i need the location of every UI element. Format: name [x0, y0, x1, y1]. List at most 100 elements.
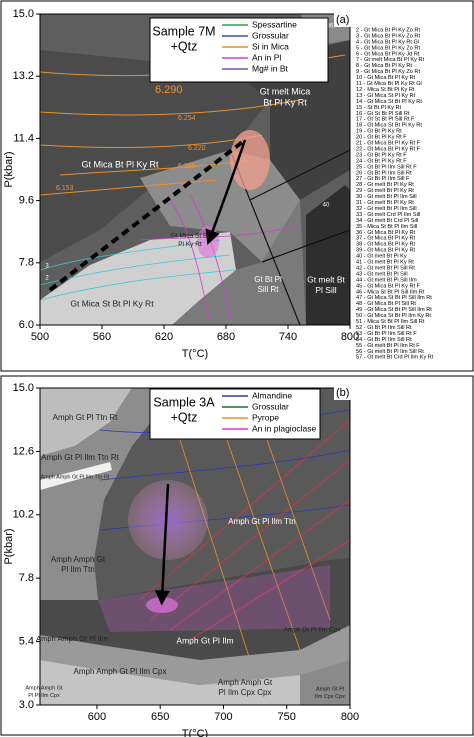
assemblage-entry: 12 - Mica St Bt Pl Ky Rt: [356, 87, 415, 93]
assemblage-entry: 3 - Gt Mica Bt Pl Ky Zo Rt: [356, 33, 420, 39]
pt-field: [98, 565, 330, 632]
pt-path: [48, 138, 247, 292]
y-tick-label: 7.8: [19, 257, 34, 269]
field-label: Gt Mica St Bt: [171, 233, 209, 240]
pt-estimate: [146, 597, 178, 613]
field-label: Amph Gt Pl Ilm Ttn: [228, 517, 295, 526]
field-label: Amph Amph Gt: [25, 685, 63, 691]
pt-path: [154, 483, 170, 606]
field-label: Pl Ky Rt: [178, 241, 202, 248]
assemblage-entry: 9 - Gt Mica Bt Pl Ky Zo Rt: [356, 69, 420, 75]
legend-label: Si in Mica: [252, 41, 289, 51]
assemblage-entry: 13 - Gt Mica St Pl Ky Rt: [356, 93, 416, 99]
legend-label: Pyrope: [252, 412, 279, 422]
assemblage-entry: 39 - Gt Mica Bt Pl Ky Rt: [356, 248, 416, 254]
isopleth: [179, 419, 331, 661]
field: [306, 185, 350, 325]
assemblage-entry: 15 - St Bt Pl Ky Rt: [356, 105, 402, 111]
panel-label-box: [334, 386, 351, 400]
assemblage-entry: 40 - Gt melt Bt Pl Ky: [356, 254, 407, 260]
legend-title: Sample 7M: [152, 24, 215, 38]
phase-fields: [40, 388, 350, 705]
y-tick-label: 11.4: [13, 132, 34, 144]
field-label: Gt Mica St Bt Pl Ky Rt: [70, 298, 154, 308]
field-label: 2: [45, 276, 49, 282]
field-label: Amph Gt Pl Ilm: [176, 635, 233, 645]
y-tick-label: 10.2: [13, 509, 34, 521]
assemblage-entry: 26 - Gt Bt Pl Ilm Sill Rt: [356, 170, 412, 176]
field-label: Amph Amph Gt Pl Ilm Ttn Rt: [41, 474, 110, 480]
assemblage-entry: 19 - Gt Bt Pl Ky Rt: [356, 129, 402, 135]
x-tick-label: 800: [341, 711, 359, 723]
y-tick-label: 3.0: [19, 699, 34, 711]
y-tick-label: 6.0: [19, 319, 34, 331]
assemblage-entry: 30 - Gt melt Bt Pl Ilm Sill: [356, 194, 417, 200]
assemblage-entry: 33 - Gt melt Crd Pl Ilm Sill: [356, 212, 420, 218]
field-label: Gt melt Mica: [260, 86, 311, 96]
y-tick-label: 15.0: [13, 8, 34, 20]
field-label: Amph Amph Gt: [218, 678, 273, 687]
field: [40, 625, 350, 685]
assemblage-entry: 57 - Gt melt Bt Crd Pl Ilm Ky Rt: [356, 355, 434, 361]
panel-label: (a): [336, 14, 349, 26]
assemblage-entry: 50 - Gt Mica St Bt Pl Ilm Ky Rt: [356, 313, 431, 319]
assemblage-entry: 44 - Gt melt Bt Pl Sill Ilm: [356, 277, 417, 283]
field-label: Pl Ilm Ttn: [61, 565, 95, 574]
assemblage-entry: 53 - Gt Bt Pl Ilm Sill Rt F: [356, 331, 417, 337]
plot-frame: [39, 387, 351, 706]
field-label: Ilm Cpx Cpx: [315, 694, 345, 700]
field-label: Amph Gt Pl: [316, 686, 344, 692]
legend-label: An in Pl: [252, 52, 281, 62]
legend-label: Grossular: [252, 30, 289, 40]
x-tick-label: 800: [341, 331, 359, 343]
contour-label: 6.186: [178, 163, 196, 170]
assemblage-entry: 16 - Gt St Bt Pl Sill Rt: [356, 111, 410, 117]
assemblage-entry: 11 - Gt Mica Bt Pl Ky Rt Gl: [356, 81, 422, 87]
x-tick-label: 500: [31, 331, 49, 343]
assemblage-entry: 49 - Gt Mica St Bt Pl Sill Ilm Rt: [356, 307, 432, 313]
assemblage-entry: 21 - Gt Mica Bt Pl Ky Rt F: [356, 141, 421, 147]
assemblage-entry: 45 - Gt Mica Bt Pl Ky Rt F: [356, 283, 421, 289]
field-label: 3: [45, 264, 49, 270]
assemblage-entry: 31 - Gt melt Bt Pl Ky Rt: [356, 200, 414, 206]
field: [40, 50, 270, 262]
assemblage-entry: 18 - Gt Mica St Bt Pl Ky Rt: [356, 123, 422, 129]
legend-title: +Qtz: [171, 39, 198, 53]
legend-label: Almandine: [252, 390, 292, 400]
field: [40, 660, 350, 705]
assemblage-entry: 23 - Gt Bt Pl Ky Rt F: [356, 152, 407, 158]
assemblage-entry: 41 - Gt melt Bt Pl Ky Rt: [356, 260, 414, 266]
y-tick-label: 15.0: [13, 382, 34, 394]
field: [40, 232, 236, 325]
assemblage-entry: 27 - Gt Bt Pl Ilm Sill F: [356, 176, 410, 182]
x-tick-label: 680: [217, 331, 235, 343]
x-tick-label: 740: [279, 331, 297, 343]
y-axis-label: P(kbar): [3, 528, 15, 564]
assemblage-entry: 38 - Gt Mica Bt Pl Ky Rt: [356, 242, 416, 248]
x-axis-label: T(°C): [182, 728, 208, 737]
assemblage-entry: 42 - Gt melt Bt Pl Sill Rt: [356, 265, 415, 271]
assemblage-entry: 8 - Gt Mica Bt Pl Ky Rt: [356, 63, 412, 69]
pt-estimate: [230, 130, 270, 190]
field: [172, 200, 306, 325]
x-axis-label: T(°C): [182, 348, 208, 360]
x-tick-label: 600: [88, 711, 106, 723]
assemblage-entry: 17 - Gt St Bt Pl Sill Rt F: [356, 117, 415, 123]
field: [40, 558, 350, 660]
assemblage-entry: 14 - Gt Mica St Bt Pl Ky Rt: [356, 99, 422, 105]
field-label: Gt melt Bt: [307, 274, 345, 284]
field-label: Bt Pl Ky Rt: [263, 97, 307, 107]
assemblage-entry: 54 - Gt Bt Pl Ilm Sill Rt: [356, 337, 412, 343]
legend-label: An in plagioclase: [252, 423, 317, 433]
panel-label-box: [334, 13, 351, 27]
field-label: Amph Amph Gt Pl Ilm: [36, 634, 108, 643]
assemblage-entry: 2 - Gt Mica Bt Pl Ky Zo Rt: [356, 27, 420, 33]
field-label: Amph Amph Gt: [51, 555, 106, 564]
contour-label: 6.153: [56, 185, 74, 192]
field: [40, 388, 132, 456]
x-tick-label: 650: [151, 711, 169, 723]
x-tick-label: 560: [93, 331, 111, 343]
plot-frame: [39, 13, 351, 326]
assemblage-entry: 6 - Gt Mica Bt Pl Ky Jd Rt: [356, 51, 420, 57]
